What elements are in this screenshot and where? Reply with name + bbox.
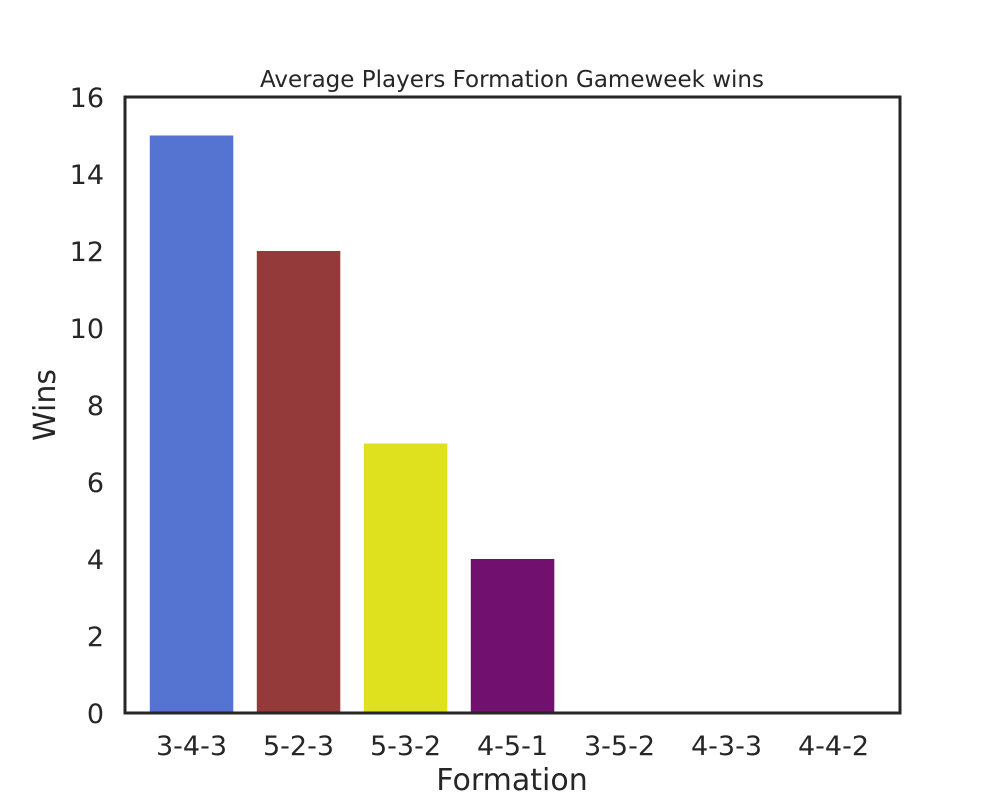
x-tick-label: 5-3-2 — [370, 731, 441, 762]
x-tick-label: 4-4-2 — [798, 731, 869, 762]
x-tick-label: 5-2-3 — [263, 731, 334, 762]
y-tick-label: 14 — [70, 160, 104, 191]
bar-4-5-1 — [470, 559, 555, 713]
y-tick-label: 10 — [70, 314, 104, 345]
y-tick-label: 2 — [87, 622, 104, 653]
plot-frame — [123, 95, 902, 715]
bar-5-2-3 — [256, 251, 341, 713]
x-axis-label: Formation — [436, 763, 587, 798]
y-tick-label: 4 — [87, 545, 104, 576]
y-tick-label: 8 — [87, 391, 104, 422]
x-tick-label: 3-5-2 — [584, 731, 655, 762]
y-tick-label: 12 — [70, 237, 104, 268]
x-tick-label: 3-4-3 — [156, 731, 227, 762]
chart-title: Average Players Formation Gameweek wins — [260, 67, 764, 93]
y-axis-ticks: 0 2 4 6 8 10 12 14 16 — [70, 83, 104, 730]
y-axis-label: Wins — [28, 369, 63, 441]
bar-5-3-2 — [363, 443, 448, 713]
x-tick-label: 4-5-1 — [477, 731, 548, 762]
y-tick-label: 16 — [70, 83, 104, 114]
bar-3-4-3 — [149, 135, 234, 713]
y-tick-label: 0 — [87, 699, 104, 730]
y-tick-label: 6 — [87, 468, 104, 499]
x-axis-ticks: 3-4-3 5-2-3 5-3-2 4-5-1 3-5-2 4-3-3 4-4-2 — [156, 731, 869, 762]
x-tick-label: 4-3-3 — [691, 731, 762, 762]
bars-group — [149, 135, 555, 713]
